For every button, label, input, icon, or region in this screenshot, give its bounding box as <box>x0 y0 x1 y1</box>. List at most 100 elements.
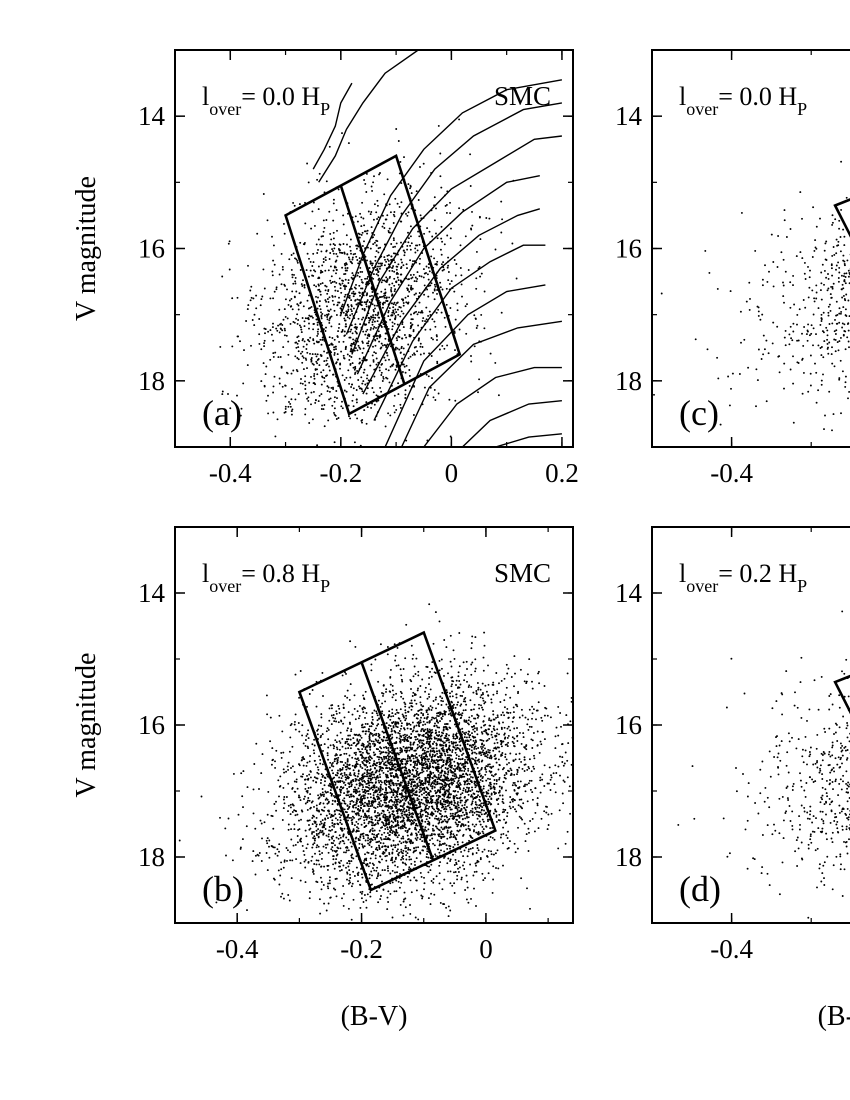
star-point <box>414 861 416 863</box>
star-point <box>358 717 360 719</box>
star-point <box>429 753 431 755</box>
star-point <box>467 762 469 764</box>
star-point <box>312 823 314 825</box>
star-point <box>368 803 370 805</box>
star-point <box>526 723 528 725</box>
star-point <box>294 398 296 400</box>
star-point <box>348 711 350 713</box>
star-point <box>389 319 391 321</box>
star-point <box>408 291 410 293</box>
star-point <box>435 762 437 764</box>
star-point <box>348 849 350 851</box>
star-point <box>359 295 361 297</box>
star-point <box>574 784 576 786</box>
star-point <box>372 867 374 869</box>
star-point <box>282 269 284 271</box>
star-point <box>376 358 378 360</box>
star-point <box>274 853 276 855</box>
isochrone-curve <box>496 434 562 447</box>
star-point <box>384 288 386 290</box>
star-point <box>324 784 326 786</box>
star-point <box>440 286 442 288</box>
star-point <box>390 775 392 777</box>
star-point <box>419 292 421 294</box>
star-point <box>312 317 314 319</box>
star-point <box>437 309 439 311</box>
star-point <box>407 852 409 854</box>
star-point <box>422 705 424 707</box>
star-point <box>444 782 446 784</box>
star-point <box>422 724 424 726</box>
star-point <box>448 905 450 907</box>
star-point <box>431 676 433 678</box>
star-point <box>407 806 409 808</box>
star-point <box>396 747 398 749</box>
star-point <box>246 825 248 827</box>
star-point <box>490 698 492 700</box>
star-point <box>524 770 526 772</box>
star-point <box>441 659 443 661</box>
star-point <box>424 759 426 761</box>
star-point <box>393 271 395 273</box>
star-point <box>414 347 416 349</box>
star-point <box>329 826 331 828</box>
star-point <box>550 779 552 781</box>
star-point <box>392 862 394 864</box>
star-point <box>389 414 391 416</box>
star-point <box>349 772 351 774</box>
star-point <box>392 325 394 327</box>
star-point <box>408 756 410 758</box>
star-point <box>395 315 397 317</box>
star-point <box>419 275 421 277</box>
star-point <box>326 180 328 182</box>
star-point <box>371 816 373 818</box>
star-point <box>463 861 465 863</box>
star-point <box>247 265 249 267</box>
star-point <box>338 708 340 710</box>
star-point <box>416 799 418 801</box>
star-point <box>454 400 456 402</box>
star-point <box>431 236 433 238</box>
star-point <box>403 326 405 328</box>
star-point <box>372 278 374 280</box>
star-point <box>407 295 409 297</box>
star-point <box>380 762 382 764</box>
star-point <box>402 850 404 852</box>
star-point <box>442 820 444 822</box>
star-point <box>500 837 502 839</box>
star-point <box>533 755 535 757</box>
star-point <box>408 357 410 359</box>
star-point <box>292 276 294 278</box>
star-point <box>343 797 345 799</box>
star-point <box>343 312 345 314</box>
star-point <box>490 353 492 355</box>
star-point <box>347 309 349 311</box>
star-point <box>429 284 431 286</box>
star-point <box>477 391 479 393</box>
star-point <box>338 417 340 419</box>
star-point <box>354 300 356 302</box>
star-point <box>282 266 284 268</box>
star-point <box>329 233 331 235</box>
star-point <box>360 376 362 378</box>
star-point <box>263 362 265 364</box>
star-point <box>427 835 429 837</box>
star-point <box>313 373 315 375</box>
star-point <box>321 244 323 246</box>
star-point <box>320 270 322 272</box>
star-point <box>499 795 501 797</box>
star-point <box>379 367 381 369</box>
star-point <box>384 302 386 304</box>
star-point <box>374 203 376 205</box>
star-point <box>497 714 499 716</box>
star-point <box>465 305 467 307</box>
star-point <box>289 450 291 452</box>
star-point <box>529 726 531 728</box>
star-point <box>267 331 269 333</box>
star-point <box>361 281 363 283</box>
star-point <box>334 310 336 312</box>
star-point <box>392 689 394 691</box>
star-point <box>408 211 410 213</box>
star-point <box>469 774 471 776</box>
star-point <box>293 828 295 830</box>
